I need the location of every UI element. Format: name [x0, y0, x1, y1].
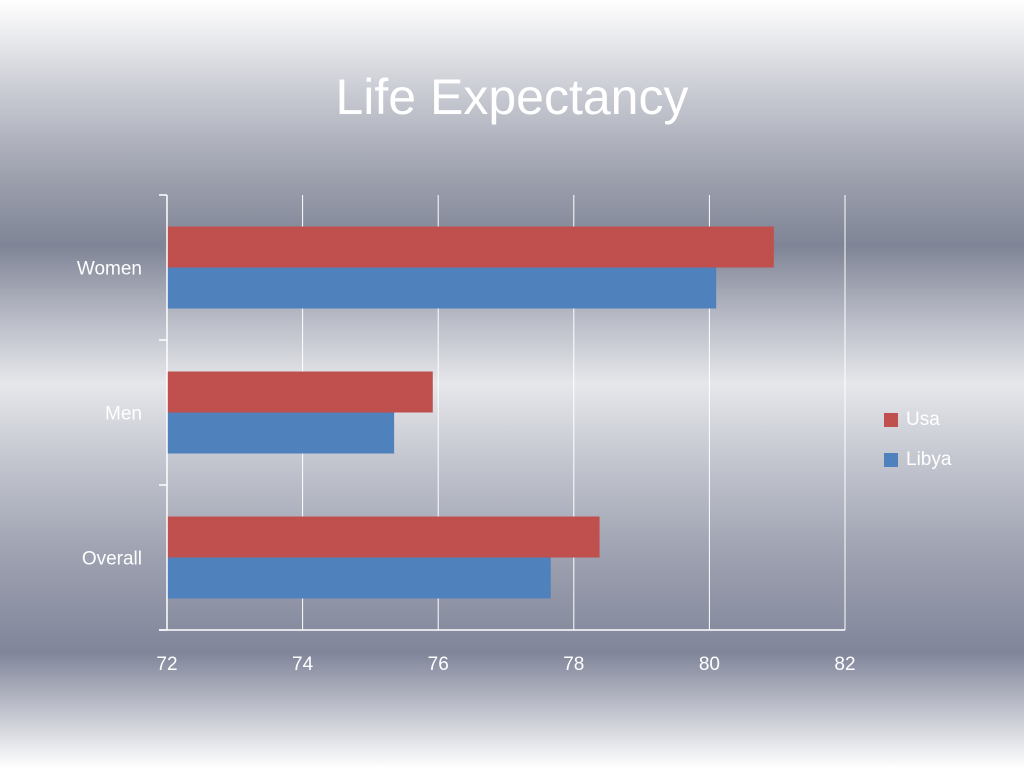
legend-swatch-usa: [884, 413, 898, 427]
x-tick-label-76: 76: [428, 654, 449, 675]
tick-labels: 72 74 76 78 80 82 Women Men Overall: [77, 259, 856, 676]
bars: [167, 226, 774, 599]
legend-swatch-libya: [884, 453, 898, 467]
legend-item-usa: Usa: [884, 400, 951, 440]
axes: [159, 194, 845, 631]
x-tick-label-74: 74: [292, 654, 314, 675]
bar-usa-women: [167, 226, 774, 268]
y-tick-label-men: Men: [105, 404, 142, 425]
bar-libya-overall: [167, 557, 551, 599]
legend-item-libya: Libya: [884, 440, 951, 480]
y-tick-label-overall: Overall: [82, 549, 142, 570]
x-tick-label-72: 72: [156, 654, 177, 675]
bar-libya-men: [167, 412, 395, 454]
legend-label-usa: Usa: [906, 409, 940, 430]
bar-libya-women: [167, 267, 717, 309]
x-tick-label-78: 78: [563, 654, 584, 675]
legend: Usa Libya: [884, 400, 951, 480]
slide-title: Life Expectancy: [335, 69, 689, 125]
y-tick-label-women: Women: [77, 259, 142, 280]
legend-label-libya: Libya: [906, 449, 952, 470]
x-tick-label-82: 82: [834, 654, 855, 675]
bar-usa-men: [167, 371, 433, 413]
bar-usa-overall: [167, 516, 600, 558]
x-tick-label-80: 80: [699, 654, 720, 675]
